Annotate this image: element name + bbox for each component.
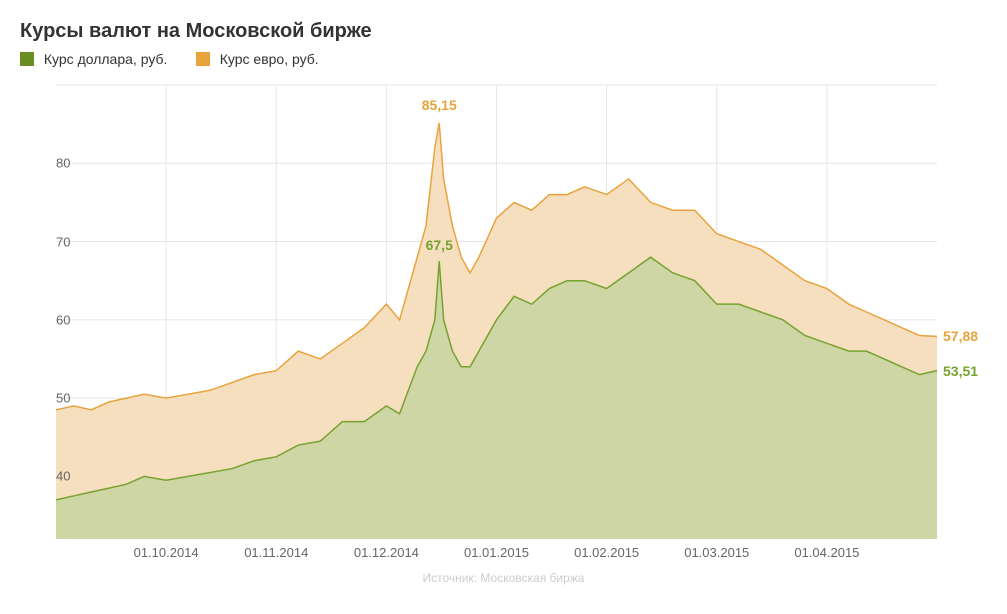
y-tick-label: 50 [56, 391, 62, 406]
legend: Курс доллара, руб. Курс евро, руб. [20, 51, 987, 69]
x-tick-label: 01.10.2014 [134, 539, 199, 560]
y-tick-label: 60 [56, 312, 62, 327]
chart-svg [20, 81, 987, 561]
x-tick-label: 01.02.2015 [574, 539, 639, 560]
peak-label-dollar: 67,5 [426, 237, 453, 253]
legend-swatch-euro [196, 52, 210, 66]
x-tick-label: 01.12.2014 [354, 539, 419, 560]
plot-area: 40 50 60 70 80 01.10.2014 01.11.2014 01.12.2014… [20, 81, 987, 561]
x-tick-label: 01.01.2015 [464, 539, 529, 560]
x-tick-label: 01.04.2015 [794, 539, 859, 560]
chart-source: Источник: Московская биржа [20, 571, 987, 585]
legend-item-euro: Курс евро, руб. [196, 51, 319, 67]
legend-swatch-dollar [20, 52, 34, 66]
exchange-rate-chart: Курсы валют на Московской бирже Курс дол… [20, 20, 987, 594]
legend-label-euro: Курс евро, руб. [220, 51, 319, 67]
legend-item-dollar: Курс доллара, руб. [20, 51, 167, 67]
chart-title: Курсы валют на Московской бирже [20, 20, 987, 43]
end-label-euro: 57,88 [943, 328, 978, 344]
x-tick-label: 01.03.2015 [684, 539, 749, 560]
y-tick-label: 40 [56, 469, 62, 484]
peak-label-euro: 85,15 [422, 97, 457, 113]
y-tick-label: 80 [56, 156, 62, 171]
x-tick-label: 01.11.2014 [244, 539, 308, 560]
y-tick-label: 70 [56, 234, 62, 249]
legend-label-dollar: Курс доллара, руб. [44, 51, 168, 67]
end-label-dollar: 53,51 [943, 363, 978, 379]
